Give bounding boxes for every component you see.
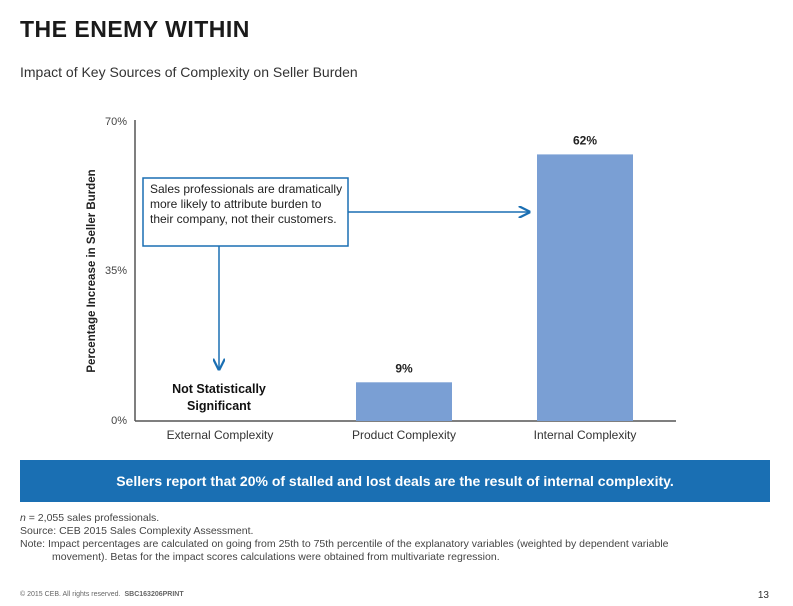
page-title: THE ENEMY WITHIN [20, 16, 250, 42]
not-significant-label: Not Statistically [172, 382, 266, 396]
copyright: © 2015 CEB. All rights reserved. SBC16320… [20, 591, 184, 598]
not-significant-label: Significant [187, 399, 252, 413]
key-finding-banner: Sellers report that 20% of stalled and l… [20, 460, 770, 502]
source-note: Source: CEB 2015 Sales Complexity Assess… [20, 525, 254, 537]
callout-text: Sales professionals are dramatically mor… [150, 182, 343, 226]
data-label-internal: 62% [573, 133, 597, 147]
method-note-line1: Note: Impact percentages are calculated … [20, 538, 669, 550]
x-tick-label: Product Complexity [352, 428, 456, 442]
y-tick-label: 0% [111, 415, 127, 427]
y-axis-title: Percentage Increase in Seller Burden [86, 169, 98, 372]
bar-chart: 70% 35% 0% Percentage Increase in Seller… [86, 116, 676, 442]
n-symbol: n [20, 512, 26, 524]
bar-product-complexity [356, 382, 452, 421]
y-tick-label: 35% [105, 265, 127, 277]
y-tick-label: 70% [105, 116, 127, 128]
sample-size-note: n = 2,055 sales professionals. [20, 512, 669, 525]
sample-size-text: = 2,055 sales professionals. [25, 512, 160, 524]
x-tick-label: Internal Complexity [534, 428, 637, 442]
page-number: 13 [757, 590, 769, 601]
footnotes: n = 2,055 sales professionals. Source: C… [20, 512, 669, 564]
method-note-line2: movement). Betas for the impact scores c… [52, 551, 500, 563]
copyright-text: © 2015 CEB. All rights reserved. [20, 591, 121, 598]
document-code: SBC163206PRINT [124, 591, 184, 598]
x-tick-label: External Complexity [167, 428, 274, 442]
chart-subtitle: Impact of Key Sources of Complexity on S… [20, 64, 358, 80]
data-label-product: 9% [395, 361, 413, 375]
bar-internal-complexity [537, 154, 633, 421]
